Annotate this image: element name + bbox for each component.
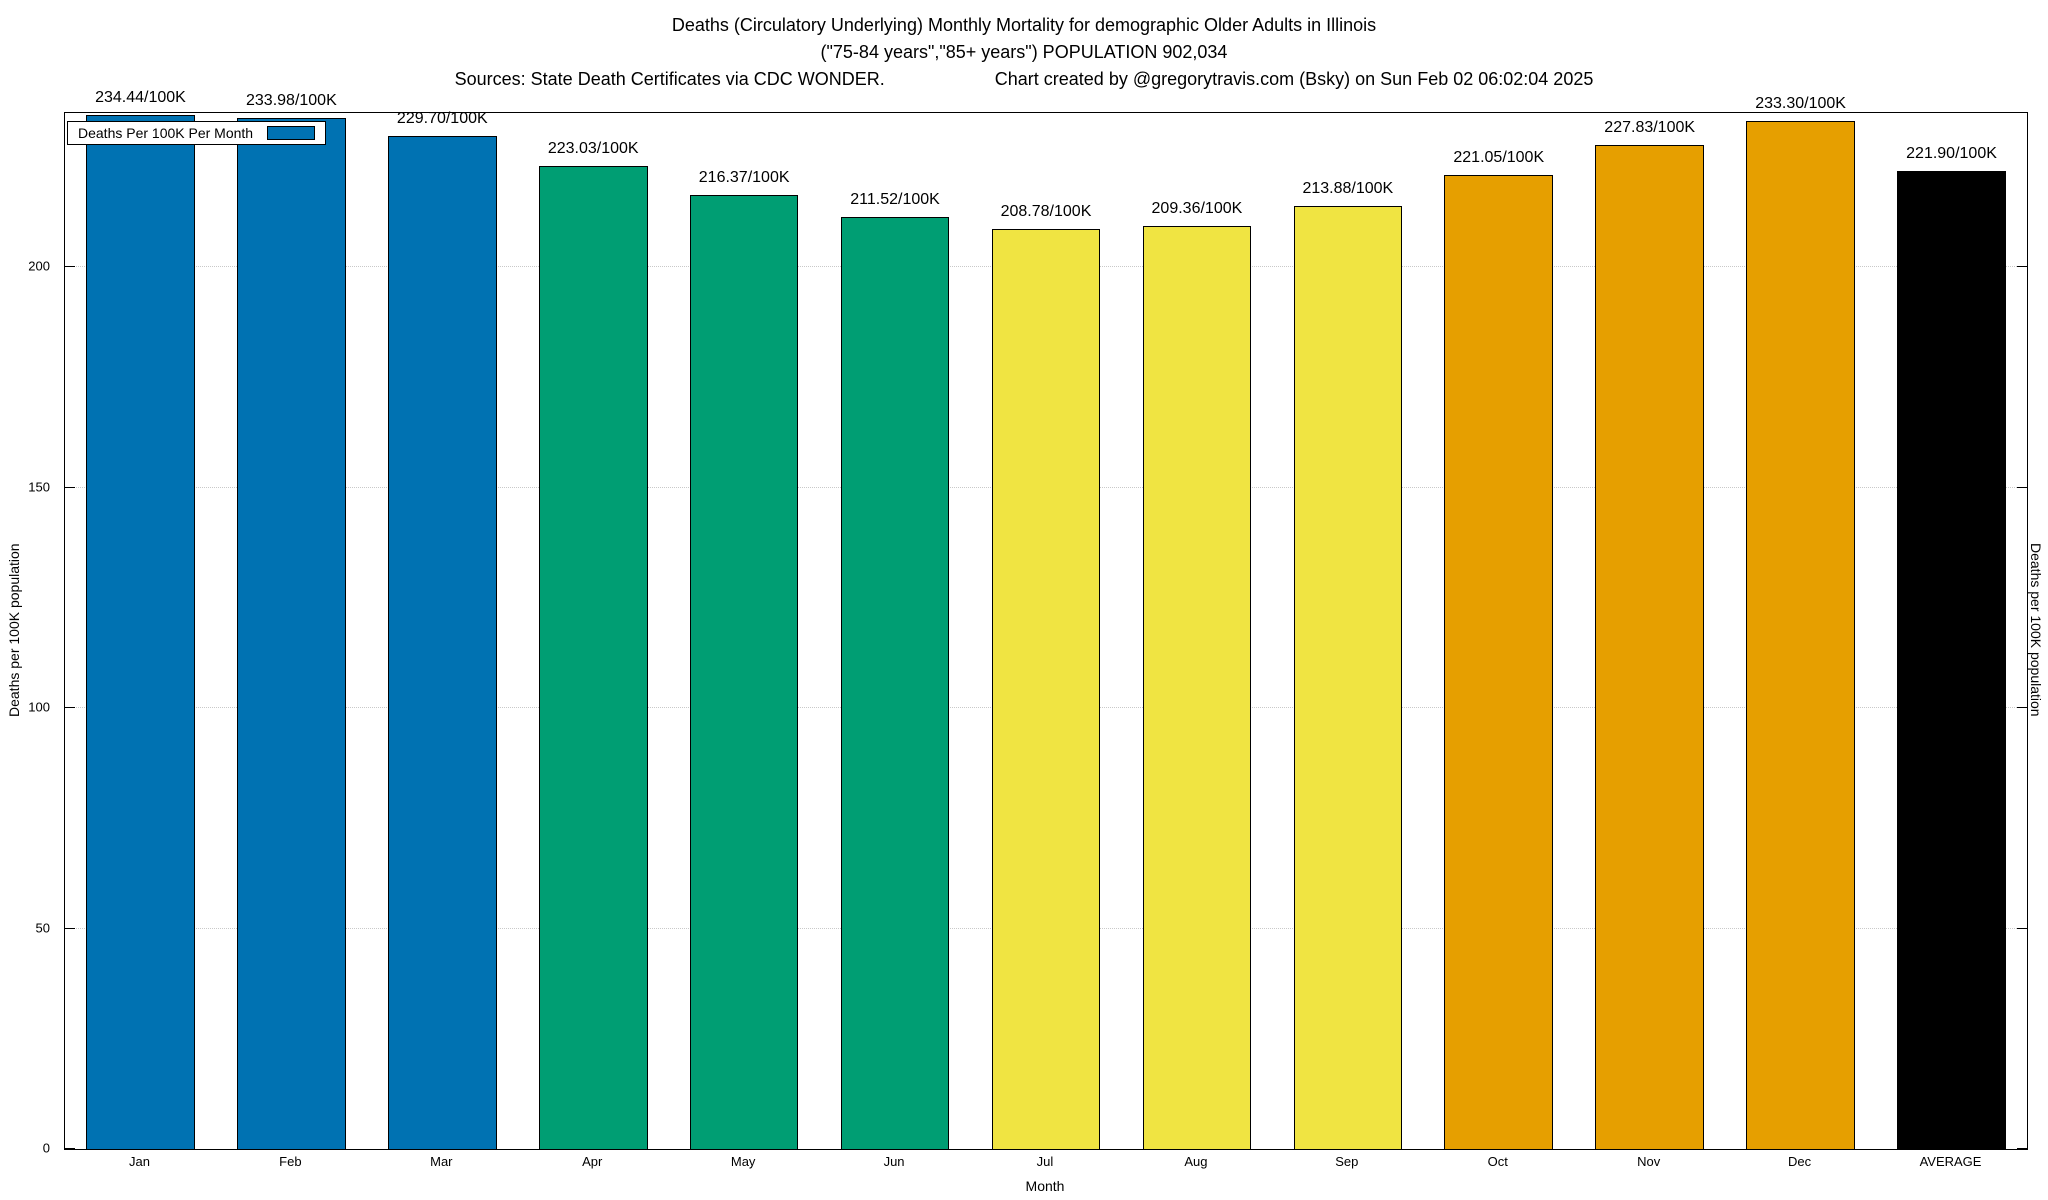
chart-titles: Deaths (Circulatory Underlying) Monthly …: [0, 12, 2048, 93]
bar-slot: 227.83/100K: [1574, 113, 1725, 1149]
chart-credit-text: Chart created by @gregorytravis.com (Bsk…: [994, 69, 1594, 89]
bar-jun: [840, 216, 950, 1149]
y-tick-mark-right: [2017, 486, 2027, 488]
bar-nov: [1595, 144, 1704, 1149]
bar-may: [689, 195, 799, 1149]
y-tick-label: 50: [35, 920, 50, 936]
chart-title-line2: ("75-84 years","85+ years") POPULATION 9…: [820, 42, 1228, 62]
bar-value-label: 221.05/100K: [1453, 148, 1545, 166]
bar-slot: 223.03/100K: [518, 113, 669, 1149]
bar-jan: [86, 115, 195, 1149]
bar-value-label: 213.88/100K: [1302, 180, 1394, 198]
y-tick-mark-right: [2017, 1148, 2027, 1149]
x-tick-label: Sep: [1335, 1154, 1359, 1169]
bar-slot: 213.88/100K: [1272, 113, 1423, 1149]
bar-oct: [1444, 174, 1554, 1149]
bar-mar: [387, 136, 497, 1149]
x-tick-label: Feb: [279, 1154, 302, 1169]
bar-value-label: 216.37/100K: [698, 169, 790, 187]
legend-swatch-blue: [267, 126, 316, 140]
bar-jul: [991, 228, 1101, 1149]
chart-title-line3: Sources: State Death Certificates via CD…: [0, 66, 2048, 93]
bar-dec: [1746, 120, 1855, 1149]
bar-aug: [1142, 226, 1252, 1149]
x-tick-label: Jun: [883, 1154, 905, 1169]
bar-apr: [538, 165, 648, 1149]
x-tick-label: Jul: [1036, 1154, 1054, 1169]
bar-slot: 209.36/100K: [1121, 113, 1272, 1149]
bar-value-label: 221.90/100K: [1906, 144, 1997, 162]
y-tick-label: 0: [42, 1140, 50, 1156]
bar-slot: 233.30/100K: [1725, 95, 1876, 1149]
y-tick-mark-left: [65, 486, 75, 488]
bar-sep: [1293, 206, 1403, 1149]
y-tick-label: 100: [28, 699, 50, 715]
y-axis-label-right: Deaths per 100K population: [2028, 543, 2044, 717]
bar-value-label: 229.70/100K: [396, 110, 488, 128]
bar-average: [1897, 170, 2006, 1149]
x-tick-label: Nov: [1637, 1154, 1661, 1169]
plot-area: 234.44/100K 233.98/100K 229.70/100K 223.03/…: [64, 89, 2028, 1150]
x-tick-label: Apr: [582, 1154, 603, 1169]
bar-value-label: 223.03/100K: [547, 139, 639, 157]
legend-label: Deaths Per 100K Per Month: [78, 125, 254, 141]
chart-title-line1: Deaths (Circulatory Underlying) Monthly …: [671, 15, 1377, 35]
bar-slot: 221.05/100K: [1423, 113, 1574, 1149]
bar-value-label: 234.44/100K: [95, 89, 186, 107]
x-tick-label: Oct: [1487, 1154, 1508, 1169]
x-tick-label: Mar: [430, 1154, 453, 1169]
bar-value-label: 209.36/100K: [1151, 200, 1243, 218]
bar-slot: 208.78/100K: [971, 113, 1122, 1149]
bar-slot: 221.90/100K: [1876, 113, 2027, 1149]
y-tick-mark-right: [2017, 927, 2027, 929]
bar-value-label: 211.52/100K: [850, 190, 940, 208]
y-tick-mark-right: [2017, 707, 2027, 709]
x-axis-label: Month: [1025, 1178, 1065, 1194]
bar-value-label: 208.78/100K: [1000, 202, 1092, 220]
y-tick-mark-right: [2017, 266, 2027, 268]
bars-row: 234.44/100K 233.98/100K 229.70/100K 223.03/…: [65, 89, 2027, 1149]
y-tick-mark-left: [65, 1148, 75, 1149]
x-tick-label: Aug: [1184, 1154, 1208, 1169]
x-tick-label: Dec: [1788, 1154, 1812, 1169]
y-axis-tick-labels: 0 50 100 150 200: [0, 112, 58, 1156]
bar-slot: 229.70/100K: [367, 110, 518, 1149]
y-tick-label: 200: [28, 258, 50, 274]
y-tick-mark-left: [65, 266, 75, 268]
bar-slot: 211.52/100K: [820, 113, 971, 1149]
bar-slot: 233.98/100K: [216, 92, 367, 1149]
bar-value-label: 227.83/100K: [1604, 118, 1696, 136]
bar-slot: 216.37/100K: [669, 113, 820, 1149]
bar-feb: [237, 117, 346, 1149]
x-tick-label: May: [730, 1154, 756, 1169]
bar-slot: 234.44/100K: [65, 89, 216, 1149]
bar-value-label: 233.98/100K: [246, 91, 337, 109]
y-tick-mark-left: [65, 707, 75, 709]
x-tick-row: Jan Feb Mar Apr May Jun Jul Aug Sep Oct Nov Dec AVER…: [64, 1154, 2026, 1169]
x-tick-label: Jan: [128, 1154, 150, 1169]
x-tick-label: AVERAGE: [1919, 1154, 1982, 1169]
chart-sources-text: Sources: State Death Certificates via CD…: [454, 69, 885, 89]
y-tick-label: 150: [28, 479, 50, 495]
legend: Deaths Per 100K Per Month: [67, 121, 327, 145]
y-tick-mark-left: [65, 927, 75, 929]
bar-value-label: 233.30/100K: [1755, 94, 1846, 112]
